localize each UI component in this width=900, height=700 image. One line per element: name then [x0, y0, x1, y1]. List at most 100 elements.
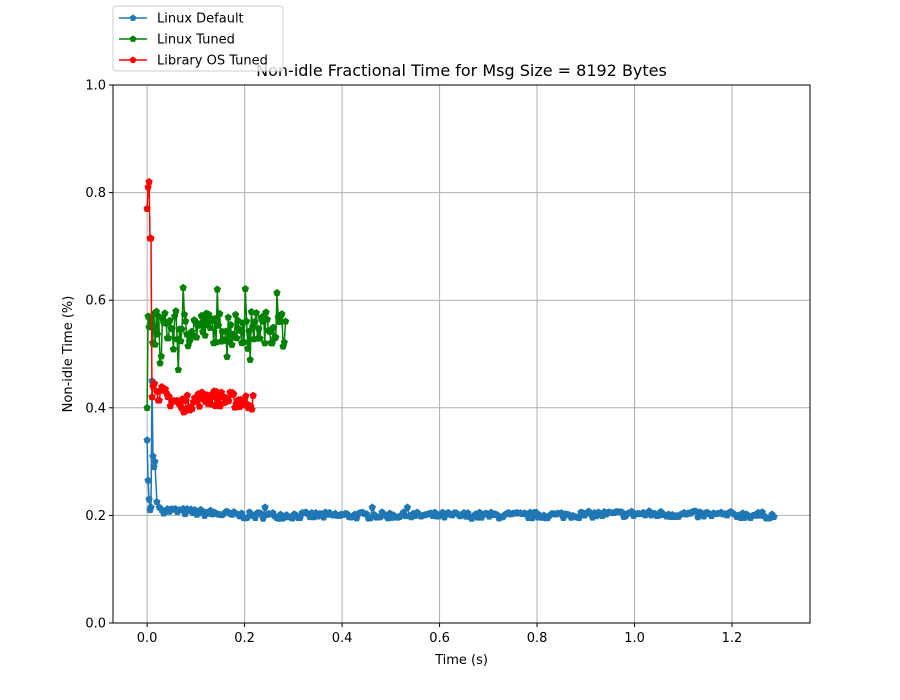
y-tick-label: 0.4 — [85, 401, 106, 416]
data-point — [188, 404, 196, 413]
data-point — [177, 337, 185, 345]
data-point — [153, 330, 162, 338]
data-point — [151, 457, 159, 465]
data-point — [181, 317, 190, 325]
data-point — [246, 355, 254, 363]
data-point — [262, 308, 270, 316]
data-point — [145, 177, 153, 186]
data-point — [223, 352, 231, 360]
data-point — [228, 340, 236, 348]
data-point — [272, 333, 280, 341]
data-point — [368, 503, 376, 511]
data-point — [144, 183, 152, 191]
data-point — [161, 309, 169, 317]
x-axis-ticks: 0.0 0.2 0.4 0.6 0.8 1.0 1.2 — [137, 623, 743, 646]
legend-item: Library OS Tuned — [119, 54, 268, 69]
x-tick-label: 0.0 — [137, 631, 158, 646]
data-point — [201, 331, 209, 339]
legend-item: Linux Tuned — [119, 33, 235, 48]
data-point — [174, 365, 182, 373]
data-point — [403, 503, 412, 511]
plot-frame — [112, 84, 811, 624]
data-point — [211, 314, 219, 322]
data-point — [229, 390, 238, 398]
data-point — [255, 324, 263, 332]
data-point — [195, 402, 204, 410]
data-point — [143, 403, 151, 411]
data-point — [261, 503, 269, 511]
data-point — [156, 359, 164, 367]
legend-marker — [129, 35, 137, 42]
data-point — [145, 495, 153, 503]
chart-title: Non-idle Fractional Time for Msg Size = … — [256, 61, 667, 80]
data-point — [233, 334, 241, 342]
y-axis-label: Non-idle Time (%) — [61, 296, 76, 413]
data-point — [200, 315, 208, 323]
x-tick-label: 0.6 — [429, 631, 450, 646]
data-point — [249, 391, 257, 399]
y-tick-label: 1.0 — [85, 79, 106, 94]
data-point — [225, 396, 233, 405]
legend-box — [112, 5, 284, 72]
y-tick-label: 0.2 — [85, 509, 106, 524]
data-point — [263, 315, 271, 323]
data-point — [273, 288, 281, 296]
data-point — [157, 352, 165, 360]
series-library-os-tuned — [143, 177, 257, 416]
data-point — [183, 391, 192, 399]
series-linux-default — [143, 376, 778, 522]
y-tick-label: 0.8 — [85, 186, 106, 201]
data-point — [770, 512, 778, 521]
data-point — [244, 344, 252, 352]
data-point — [231, 310, 240, 318]
data-point — [150, 463, 158, 471]
data-point — [196, 321, 204, 329]
data-point — [256, 334, 264, 342]
data-point — [248, 405, 256, 413]
data-point — [147, 503, 155, 511]
data-point — [281, 317, 290, 325]
data-point — [155, 396, 163, 404]
legend-item: Linux Default — [119, 12, 244, 27]
data-point — [168, 324, 176, 332]
data-point — [144, 476, 152, 484]
data-point — [169, 345, 178, 353]
data-point — [236, 326, 245, 334]
data-point — [278, 310, 286, 318]
legend-marker — [129, 14, 137, 21]
x-tick-label: 0.2 — [234, 631, 255, 646]
data-point — [251, 317, 259, 325]
data-point — [224, 313, 232, 321]
data-point — [172, 307, 180, 315]
data-point — [147, 234, 155, 242]
data-point — [193, 397, 201, 405]
data-point — [216, 309, 224, 317]
data-point — [165, 392, 173, 400]
data-point — [164, 334, 173, 342]
x-axis-label: Time (s) — [434, 653, 488, 668]
data-point — [206, 323, 214, 331]
legend: Linux Default Linux Tuned Library OS Tuned — [112, 5, 284, 72]
data-point — [222, 327, 230, 335]
data-point — [280, 338, 288, 346]
x-tick-label: 0.4 — [332, 631, 353, 646]
x-tick-label: 1.2 — [722, 631, 743, 646]
y-tick-label: 0.0 — [85, 617, 106, 632]
data-point — [213, 285, 221, 293]
data-point — [269, 323, 278, 331]
data-point — [240, 338, 248, 346]
legend-marker — [129, 56, 137, 63]
legend-label: Linux Default — [157, 12, 244, 27]
data-point — [180, 310, 189, 318]
plot-area — [143, 177, 778, 522]
grid-lines — [113, 84, 810, 624]
data-point — [241, 284, 250, 293]
data-point — [214, 321, 223, 329]
legend-label: Linux Tuned — [157, 33, 235, 48]
data-point — [252, 309, 260, 317]
x-tick-label: 0.8 — [527, 631, 548, 646]
data-point — [179, 283, 187, 291]
y-axis-ticks: 0.0 0.2 0.4 0.6 0.8 1.0 — [85, 79, 113, 632]
series-linux-tuned — [143, 283, 290, 411]
